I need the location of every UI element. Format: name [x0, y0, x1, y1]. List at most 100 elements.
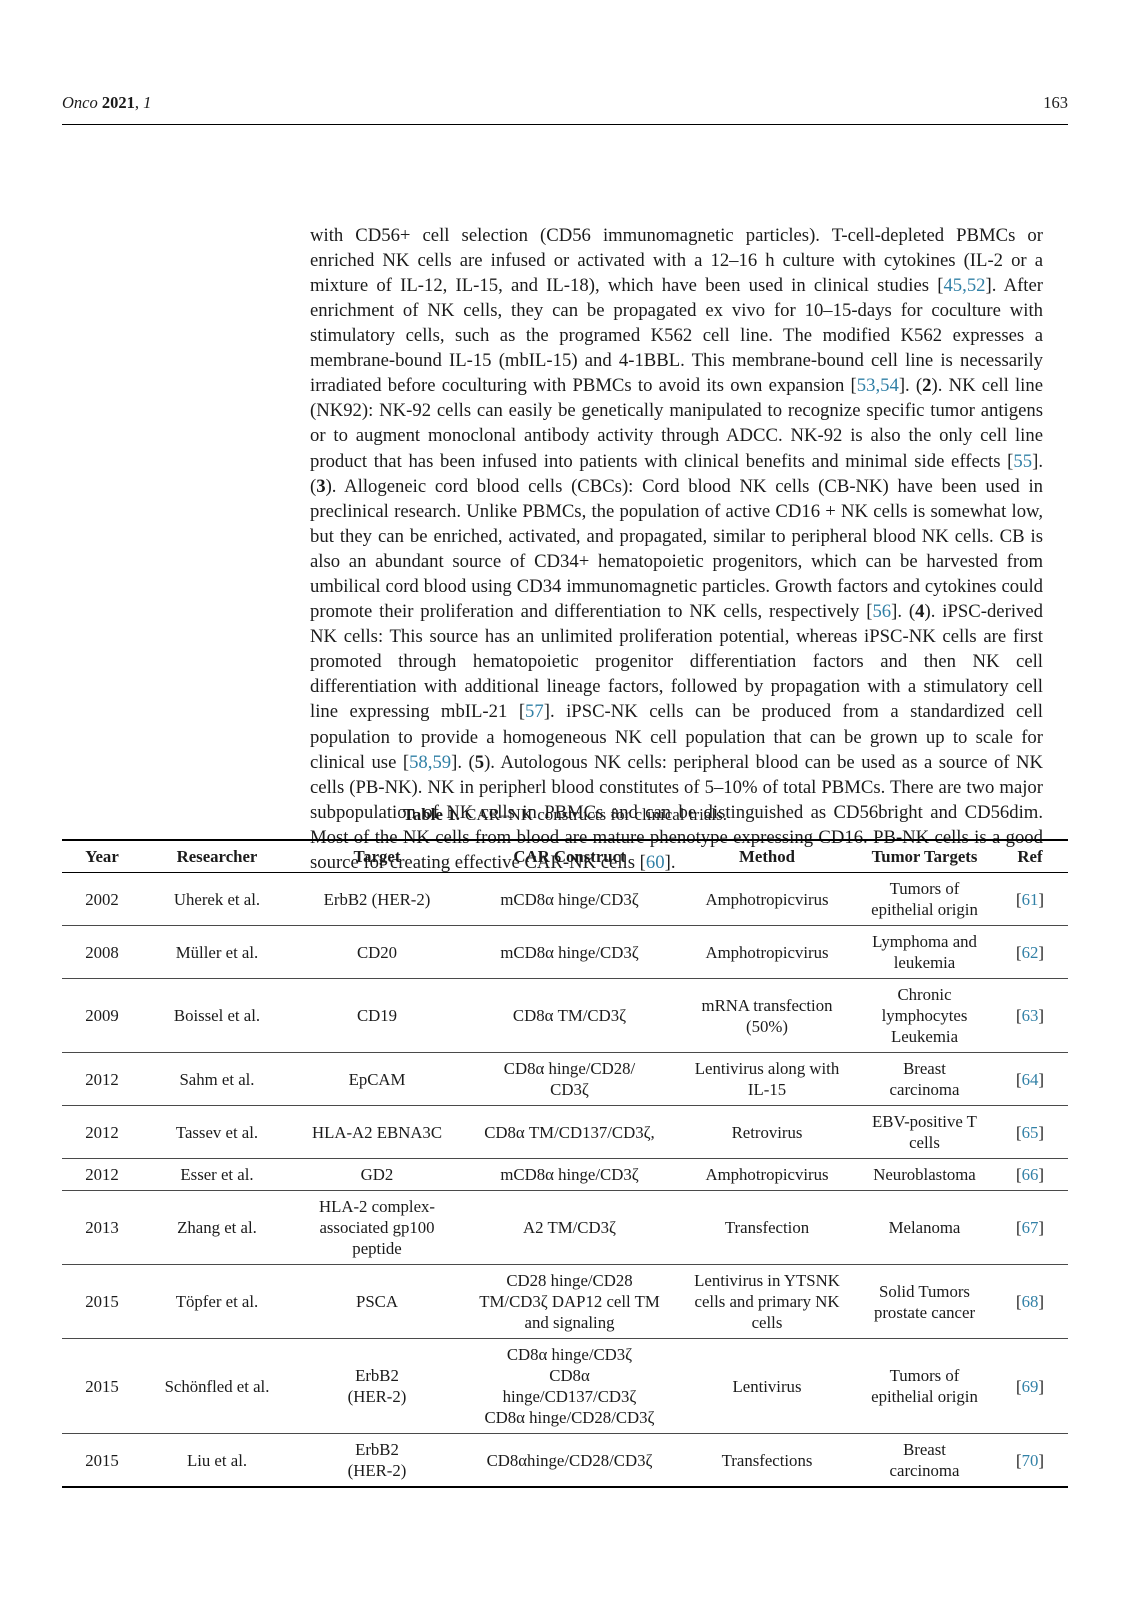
- cell-researcher: Liu et al.: [186, 1450, 248, 1470]
- reference-link[interactable]: 62: [1021, 942, 1039, 962]
- cell-target: ErbB2 (HER-2): [347, 1366, 407, 1406]
- cell-construct: mCD8α hinge/CD3ζ: [500, 942, 639, 962]
- cell-tumor: Melanoma: [888, 1218, 961, 1237]
- citation-link[interactable]: 55: [1013, 450, 1033, 472]
- cell-year: 2012: [85, 1069, 119, 1089]
- column-header: Tumor Targets: [871, 847, 978, 866]
- table-row: 2015 Schönfled et al. ErbB2 (HER-2) CD8α hi…: [62, 1339, 1068, 1434]
- table-row: 2009 Boissel et al. CD19 CD8α TM/CD3ζ mRNA t…: [62, 979, 1068, 1053]
- cell-target: CD20: [356, 942, 398, 962]
- cell-target: HLA-A2 EBNA3C: [311, 1122, 443, 1142]
- cell-tumor: Chronic lymphocytes Leukemia: [881, 985, 968, 1046]
- cell-researcher: Müller et al.: [175, 942, 259, 962]
- cell-target: GD2: [360, 1165, 394, 1184]
- cell-ref: [64]: [1016, 1069, 1044, 1089]
- cell-construct: CD8α hinge/CD3ζ CD8α hinge/CD137/CD3ζ CD…: [484, 1345, 655, 1427]
- cell-year: 2012: [85, 1165, 119, 1184]
- cell-ref: [62]: [1016, 942, 1044, 962]
- cell-construct: CD8α TM/CD3ζ: [512, 1006, 627, 1025]
- reference-link[interactable]: 61: [1021, 889, 1039, 909]
- table-row: 2012 Esser et al. GD2 mCD8α hinge/CD3ζ Ampho…: [62, 1159, 1068, 1191]
- cell-method: mRNA transfection (50%): [701, 995, 833, 1036]
- reference-link[interactable]: 70: [1021, 1450, 1039, 1470]
- citation-link[interactable]: 45,52: [943, 274, 986, 296]
- body-text-run: ].: [664, 852, 676, 874]
- table-header-row: Year Researcher Target CAR Construct Method T…: [62, 840, 1068, 873]
- car-nk-constructs-table: Year Researcher Target CAR Construct Method T…: [62, 839, 1068, 1488]
- cell-construct: CD8α TM/CD137/CD3ζ,: [484, 1122, 655, 1142]
- cell-year: 2009: [85, 1006, 119, 1025]
- cell-researcher: Esser et al.: [180, 1165, 254, 1184]
- cell-researcher: Tassev et al.: [175, 1122, 259, 1142]
- column-header: CAR Construct: [513, 847, 626, 866]
- reference-link[interactable]: 69: [1021, 1376, 1039, 1396]
- table-row: 2015 Töpfer et al. PSCA CD28 hinge/CD28 TM/…: [62, 1265, 1068, 1339]
- cell-method: Lentivirus along with IL-15: [694, 1059, 840, 1099]
- cell-ref: [65]: [1016, 1122, 1044, 1142]
- reference-link[interactable]: 63: [1021, 1006, 1039, 1025]
- cell-construct: A2 TM/CD3ζ: [523, 1218, 616, 1237]
- citation-link[interactable]: 58,59: [409, 751, 452, 773]
- body-text-run: ). Autologous NK cells: peripheral blood…: [310, 751, 1043, 874]
- cell-method: Amphotropicvirus: [705, 889, 829, 909]
- column-header: Method: [739, 847, 795, 866]
- cell-year: 2008: [85, 942, 119, 962]
- body-text-run: ]. (: [310, 450, 1043, 497]
- table-row: 2012 Tassev et al. HLA-A2 EBNA3C CD8α TM/CD…: [62, 1106, 1068, 1159]
- body-text-run: ]. (: [891, 601, 916, 623]
- cell-researcher: Zhang et al.: [177, 1218, 257, 1237]
- list-item-number: 4: [915, 601, 925, 623]
- table-caption-text: CAR–NK constructs for clinical trials.: [464, 805, 728, 824]
- cell-ref: [70]: [1016, 1450, 1044, 1470]
- body-text-run: ]. (: [451, 751, 475, 773]
- table-caption: Table 1. CAR–NK constructs for clinical t…: [62, 805, 1068, 825]
- cell-year: 2002: [85, 889, 119, 909]
- body-text-run: ). NK cell line (NK92): NK-92 cells can …: [310, 375, 1043, 472]
- page-number: 163: [1043, 93, 1068, 112]
- journal-name: Onco: [62, 93, 98, 112]
- reference-link[interactable]: 67: [1021, 1218, 1039, 1237]
- citation-link[interactable]: 57: [525, 701, 544, 723]
- cell-target: ErbB2 (HER-2): [323, 889, 431, 909]
- page-header: Onco 2021, 1 163: [62, 93, 1068, 113]
- list-item-number: 5: [474, 751, 485, 773]
- cell-year: 2015: [85, 1292, 119, 1311]
- cell-researcher: Uherek et al.: [173, 889, 261, 909]
- cell-year: 2012: [85, 1122, 119, 1142]
- cell-researcher: Boissel et al.: [173, 1006, 261, 1025]
- reference-link[interactable]: 68: [1021, 1292, 1039, 1311]
- journal-year: 2021: [101, 93, 135, 112]
- table-row: 2002 Uherek et al. ErbB2 (HER-2) mCD8α hing…: [62, 873, 1068, 926]
- cell-ref: [67]: [1016, 1218, 1044, 1237]
- cell-method: Transfections: [721, 1450, 813, 1470]
- cell-ref: [66]: [1016, 1165, 1044, 1184]
- cell-method: Amphotropicvirus: [705, 942, 829, 962]
- cell-year: 2015: [85, 1450, 119, 1470]
- cell-ref: [68]: [1016, 1292, 1044, 1311]
- reference-link[interactable]: 64: [1021, 1069, 1039, 1089]
- cell-construct: CD8αhinge/CD28/CD3ζ: [486, 1450, 653, 1470]
- cell-target: HLA-2 complex- associated gp100 peptide: [318, 1197, 436, 1258]
- body-text-run: ). iPSC-derived NK cells: This source ha…: [310, 601, 1043, 723]
- header-divider: [62, 124, 1068, 125]
- reference-link[interactable]: 65: [1021, 1122, 1039, 1142]
- body-text-run: with CD56+ cell selection (CD56 immunoma…: [310, 224, 1043, 296]
- citation-link[interactable]: 53,54: [856, 375, 899, 397]
- citation-link[interactable]: 60: [645, 852, 665, 874]
- cell-ref: [63]: [1016, 1006, 1044, 1025]
- cell-tumor: Solid Tumors prostate cancer: [873, 1281, 976, 1322]
- cell-researcher: Schönfled et al.: [164, 1376, 270, 1396]
- cell-year: 2015: [85, 1376, 119, 1396]
- citation-link[interactable]: 56: [872, 601, 892, 623]
- table-caption-label: Table 1.: [402, 805, 460, 824]
- cell-tumor: Tumors of epithelial origin: [871, 1366, 978, 1406]
- column-header: Target: [353, 847, 401, 866]
- column-header: Researcher: [176, 847, 258, 866]
- cell-construct: CD28 hinge/CD28 TM/CD3ζ DAP12 cell TM an…: [479, 1271, 660, 1332]
- reference-link[interactable]: 66: [1021, 1165, 1039, 1184]
- cell-ref: [61]: [1016, 889, 1044, 909]
- cell-target: CD19: [356, 1006, 398, 1025]
- cell-method: Lentivirus in YTSNK cells and primary NK…: [694, 1271, 840, 1332]
- cell-method: Lentivirus: [732, 1376, 802, 1396]
